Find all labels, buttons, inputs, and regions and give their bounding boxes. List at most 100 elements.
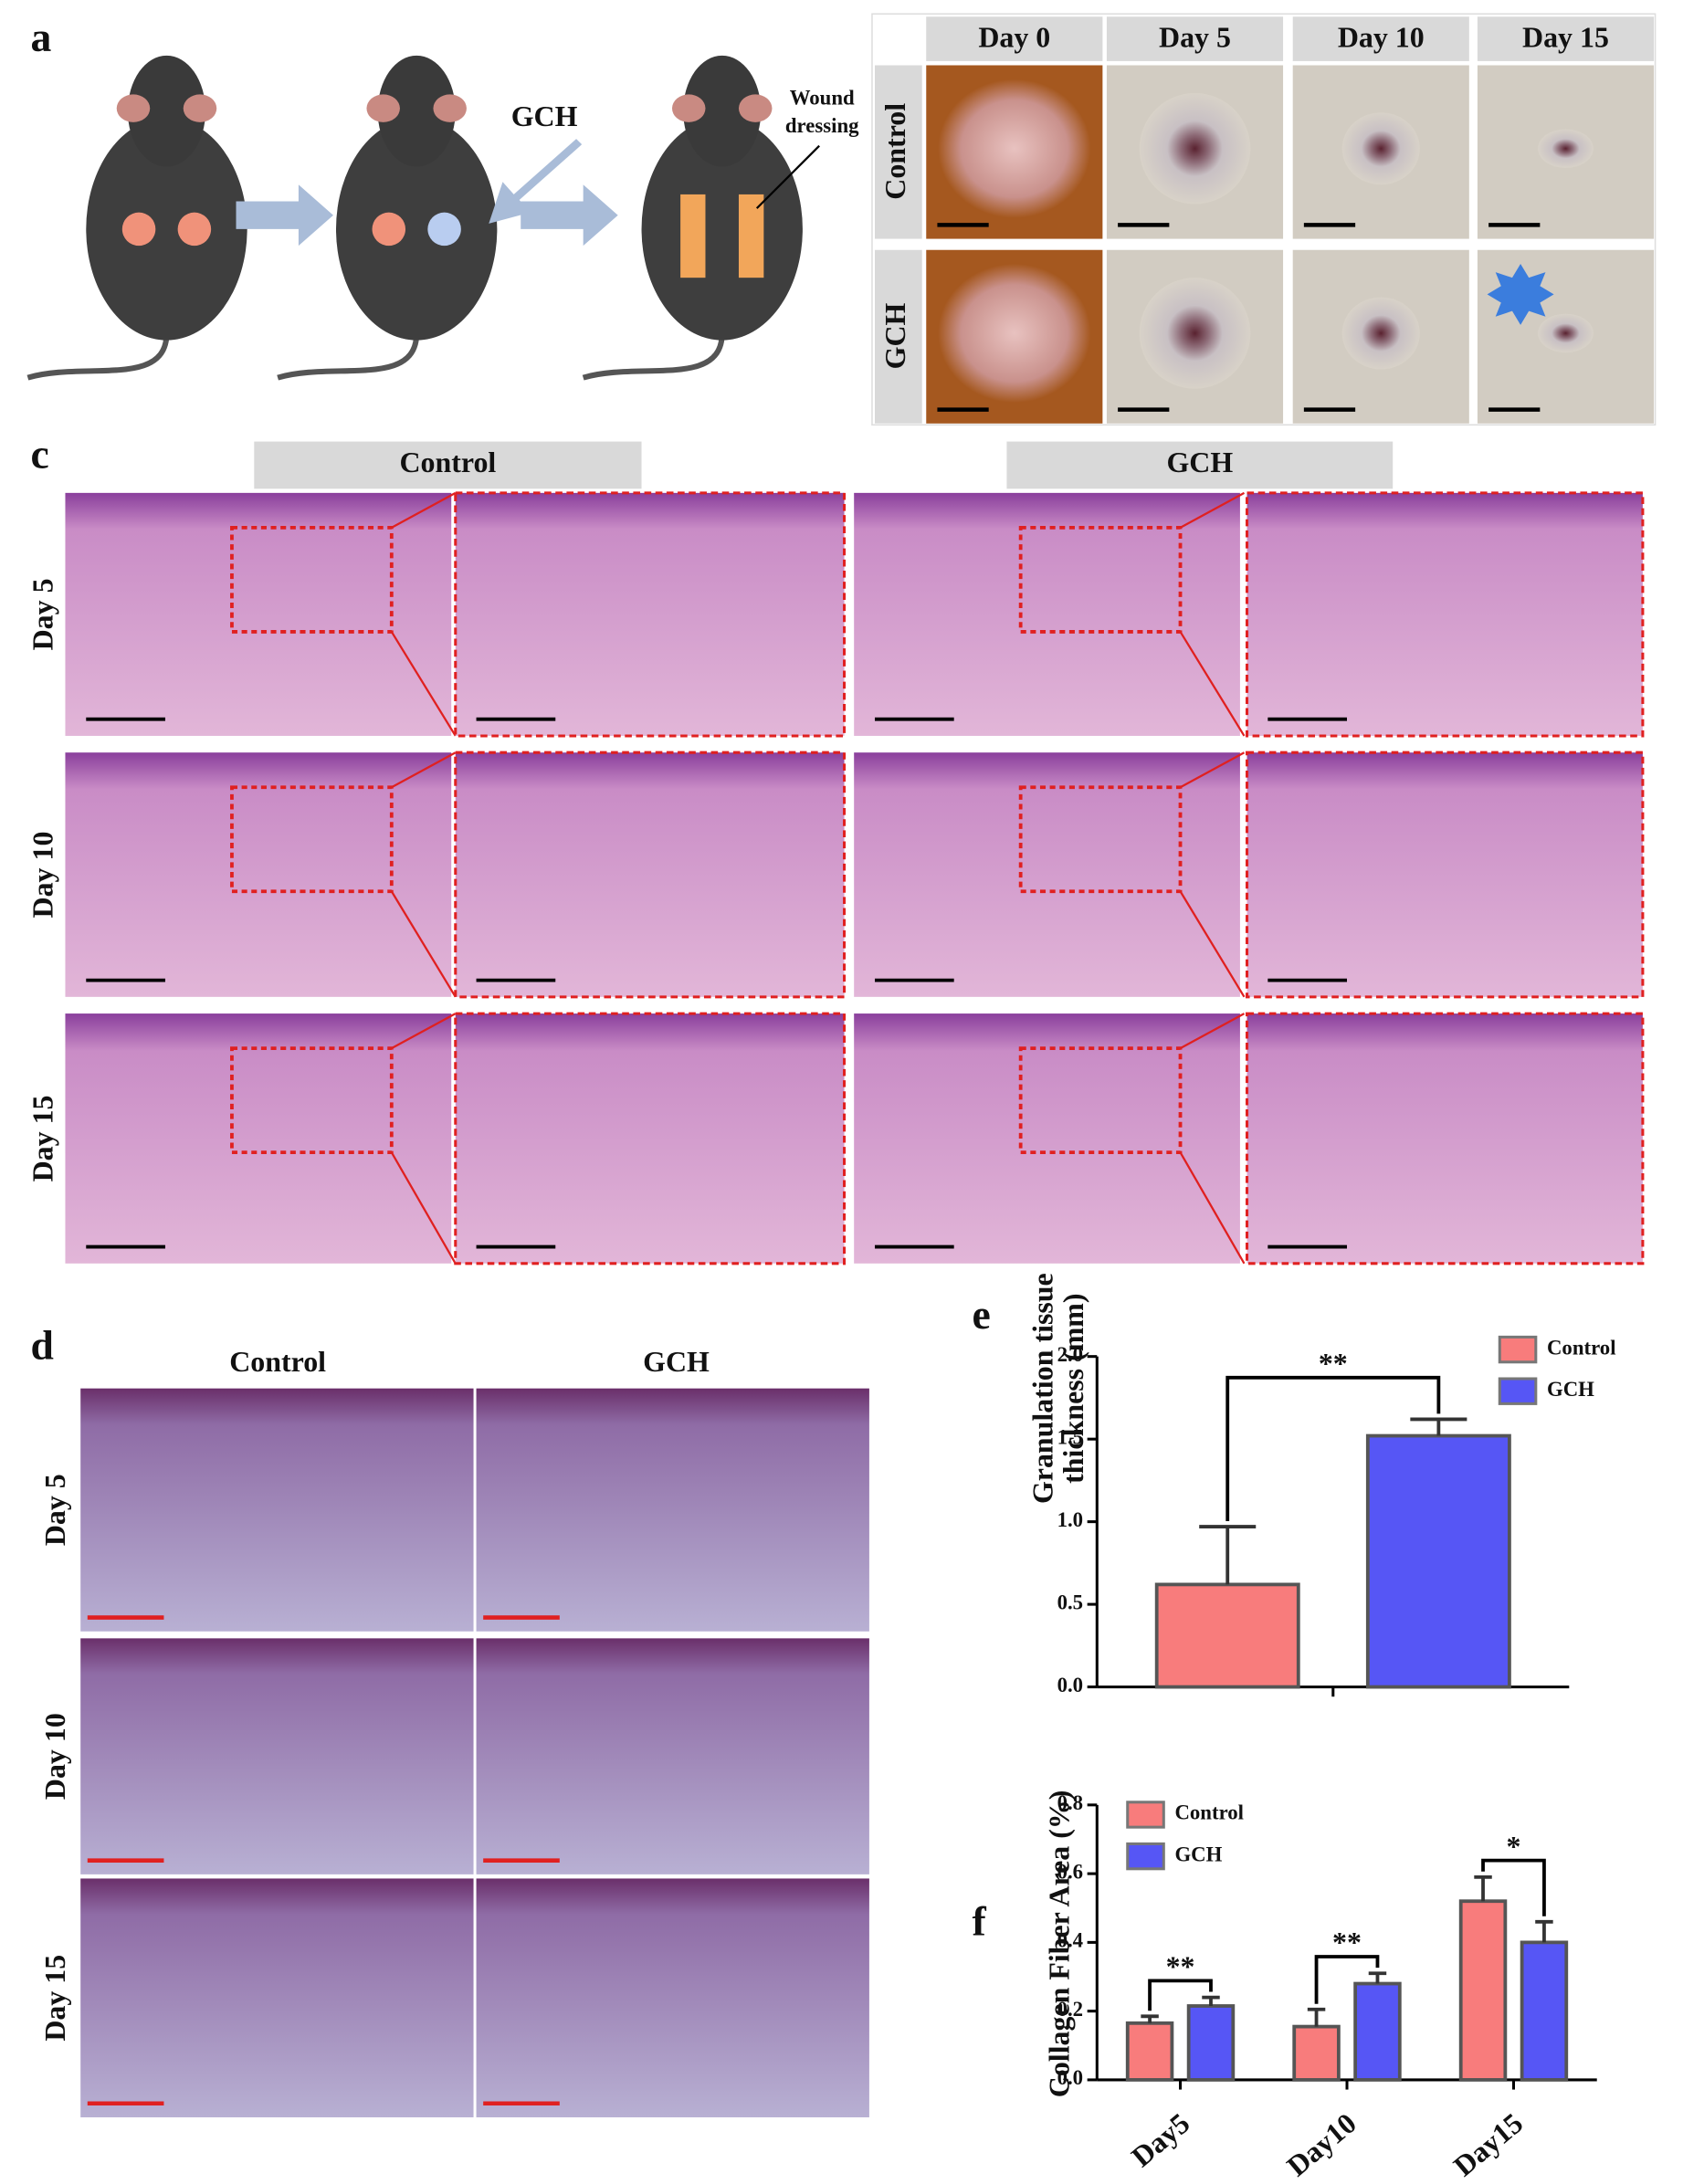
y-tick-label: 0.0 bbox=[1057, 1674, 1084, 1696]
arrow bbox=[236, 184, 333, 247]
error-bar bbox=[1368, 1971, 1387, 1984]
micrograph bbox=[455, 1013, 845, 1264]
mouse-ear bbox=[366, 94, 400, 122]
micrograph bbox=[455, 492, 845, 736]
y-tick-label: 0.8 bbox=[1057, 1791, 1084, 1814]
micrograph bbox=[80, 1388, 474, 1632]
legend-label: Control bbox=[1547, 1336, 1616, 1359]
wound bbox=[427, 212, 461, 247]
bar bbox=[1365, 1433, 1511, 1689]
bar bbox=[1154, 1582, 1300, 1689]
legend-swatch bbox=[1126, 1801, 1165, 1829]
panel-letter: f bbox=[972, 1898, 986, 1945]
wound bbox=[121, 212, 156, 247]
significance-bracket bbox=[1148, 1979, 1213, 2011]
y-tick-label: 0.2 bbox=[1057, 1998, 1084, 2021]
panel-letter: e bbox=[972, 1291, 990, 1338]
y-axis-label: Granulation tissue bbox=[1026, 1273, 1058, 1504]
zoom-frame bbox=[1246, 491, 1645, 738]
zoom-line bbox=[1179, 1151, 1246, 1265]
micrograph bbox=[65, 1013, 452, 1264]
y-tick-label: 1.5 bbox=[1057, 1425, 1084, 1448]
drug-label: GCH bbox=[511, 100, 578, 132]
micrograph bbox=[1246, 492, 1643, 736]
error-bar bbox=[1202, 1995, 1220, 2007]
zoom-line bbox=[390, 1151, 457, 1265]
column-header-bg bbox=[1106, 16, 1284, 61]
bar bbox=[1458, 1899, 1508, 2082]
micrograph bbox=[476, 1638, 869, 1874]
legend-swatch bbox=[1498, 1377, 1538, 1405]
column-header-bg bbox=[1292, 16, 1469, 61]
bar bbox=[1353, 1981, 1402, 2082]
group-header: GCH bbox=[1166, 446, 1233, 478]
micrograph bbox=[1246, 752, 1643, 997]
y-tick-label: 1.0 bbox=[1057, 1508, 1084, 1531]
zoom-line bbox=[390, 890, 457, 998]
zoom-line bbox=[1179, 890, 1246, 998]
mouse-ear bbox=[671, 94, 706, 122]
group-header-bg bbox=[254, 441, 642, 489]
row-header: Day 15 bbox=[39, 1955, 71, 2042]
wound-area bbox=[1341, 297, 1420, 370]
arrow bbox=[521, 184, 618, 247]
micrograph bbox=[854, 752, 1240, 997]
micrograph bbox=[476, 1388, 869, 1632]
row-header: Day 5 bbox=[27, 578, 59, 650]
panel-a: a GCH Wound dressing bbox=[26, 14, 859, 381]
zoom-frame bbox=[1246, 751, 1645, 999]
zoom-frame bbox=[1246, 1012, 1645, 1265]
micrograph bbox=[476, 1878, 869, 2117]
roi-box bbox=[1018, 1046, 1183, 1155]
mouse-ear bbox=[116, 94, 151, 122]
y-tick-label: 0.6 bbox=[1057, 1860, 1084, 1883]
micrograph bbox=[854, 1013, 1240, 1264]
row-header: GCH bbox=[879, 302, 911, 369]
row-header-bg bbox=[874, 65, 922, 239]
zoom-line bbox=[391, 491, 457, 529]
significance-bracket bbox=[1225, 1375, 1441, 1521]
zoom-line bbox=[1179, 751, 1246, 789]
dressing-label: dressing bbox=[785, 114, 859, 137]
roi-box bbox=[230, 1046, 394, 1155]
group-header-bg bbox=[1006, 441, 1394, 489]
wound bbox=[177, 212, 212, 247]
significance-label: ** bbox=[1332, 1927, 1362, 1958]
panel-letter: a bbox=[30, 14, 51, 60]
significance-label: ** bbox=[1319, 1348, 1348, 1380]
panel-letter: c bbox=[30, 430, 48, 477]
dressing-label: Wound bbox=[790, 87, 855, 110]
error-bar bbox=[1199, 1525, 1257, 1585]
y-tick-label: 0.0 bbox=[1057, 2066, 1084, 2089]
column-header: Day 10 bbox=[1338, 21, 1425, 53]
zoom-line bbox=[391, 751, 457, 789]
error-bar bbox=[1141, 2014, 1159, 2023]
error-bar bbox=[1410, 1417, 1467, 1436]
legend-swatch bbox=[1126, 1842, 1165, 1871]
panel-d: d Control GCH Day 5 Day 10 Day 15 bbox=[30, 1322, 869, 2117]
arrow bbox=[489, 139, 583, 224]
significance-label: * bbox=[1506, 1831, 1520, 1863]
bar bbox=[1125, 2021, 1174, 2082]
group-header: GCH bbox=[643, 1346, 710, 1378]
y-tick-label: 2.0 bbox=[1057, 1343, 1084, 1366]
column-header-bg bbox=[1477, 16, 1655, 61]
column-header: Day 0 bbox=[978, 21, 1050, 53]
mouse-ear bbox=[738, 94, 773, 122]
mouse-head bbox=[377, 55, 456, 167]
mouse-ear bbox=[183, 94, 217, 122]
x-tick-label: Day15 bbox=[1447, 2107, 1529, 2183]
micrograph bbox=[65, 752, 452, 997]
y-tick-label: 0.4 bbox=[1057, 1929, 1084, 1952]
zoom-frame bbox=[454, 751, 847, 999]
mouse-tail bbox=[26, 332, 170, 381]
row-header: Day 10 bbox=[39, 1713, 71, 1800]
y-axis-label: thickness (mm) bbox=[1057, 1293, 1089, 1483]
zoom-line bbox=[390, 631, 457, 737]
mouse-tail bbox=[582, 332, 725, 381]
zoom-frame bbox=[454, 1012, 847, 1265]
significance-bracket bbox=[1314, 1955, 1380, 2004]
